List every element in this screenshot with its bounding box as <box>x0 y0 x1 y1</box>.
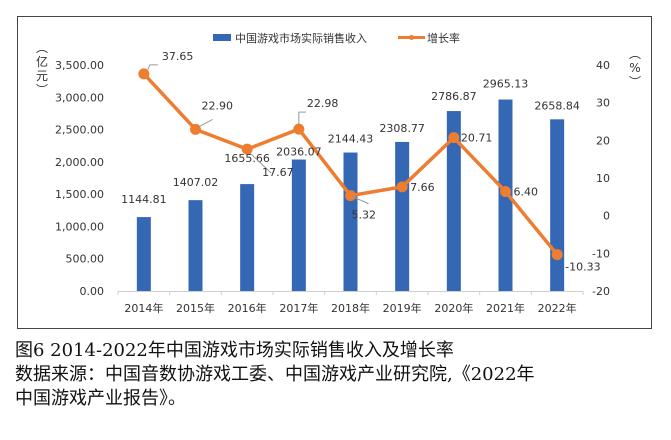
y-left-tick-label: 0.00 <box>80 285 105 298</box>
y-right-tick-label: 10 <box>596 172 610 185</box>
y-left-tick-label: 500.00 <box>66 253 105 266</box>
label-leader-line <box>249 152 272 174</box>
legend-bar-label: 中国游戏市场实际销售收入 <box>235 31 367 45</box>
figure-caption: 图6 2014-2022年中国游戏市场实际销售收入及增长率 <box>15 340 454 361</box>
bar <box>550 119 565 291</box>
growth-marker <box>345 190 356 202</box>
growth-value-label: 7.66 <box>410 181 435 194</box>
bar-value-label: 1655.66 <box>224 152 270 165</box>
y-right-axis-title: ︶ <box>629 75 641 89</box>
legend-bar-swatch <box>213 34 231 41</box>
bar-value-label: 2036.07 <box>276 146 322 159</box>
x-tick-label: 2022年 <box>538 301 577 315</box>
y-left-tick-label: 2,500.00 <box>55 124 104 137</box>
y-right-tick-label: -10 <box>592 247 610 260</box>
bar-series <box>136 99 565 291</box>
y-left-tick-label: 1,500.00 <box>55 188 104 201</box>
bar <box>395 141 410 291</box>
growth-value-label: 5.32 <box>352 209 377 222</box>
growth-marker <box>551 249 563 261</box>
x-axis: 2014年 2015年 2016年 2017年 2018年 2019年 2020年 2021年… <box>117 291 584 315</box>
growth-marker <box>190 123 201 135</box>
bar-value-label: 2308.77 <box>379 122 425 135</box>
data-source-line1: 数据来源：中国音数协游戏工委、中国游戏产业研究院,《2022年 <box>15 364 535 385</box>
x-tick-label: 2017年 <box>279 301 318 315</box>
legend-line-marker <box>409 35 414 40</box>
y-axis-left: 0.00 500.00 1,000.00 1,500.00 2,000.00 2,500.… <box>36 41 104 298</box>
y-left-tick-label: 3,500.00 <box>55 59 104 72</box>
y-right-axis-title: % <box>629 61 640 75</box>
growth-value-label: 37.65 <box>162 50 194 63</box>
legend-line-label: 增长率 <box>427 31 460 45</box>
growth-marker <box>138 68 150 80</box>
growth-marker <box>396 181 408 193</box>
label-leader-line <box>199 118 213 127</box>
line-series <box>138 68 563 261</box>
y-left-tick-label: 1,000.00 <box>55 220 104 233</box>
y-left-tick-label: 2,000.00 <box>55 156 104 169</box>
y-left-axis-title: 元 <box>36 69 48 83</box>
y-right-tick-label: 30 <box>596 97 610 110</box>
growth-marker <box>500 186 511 198</box>
y-left-tick-label: 3,000.00 <box>55 91 104 104</box>
data-labels: 1144.81 1407.02 1655.66 2036.07 2144.43 2308.… <box>121 50 601 274</box>
y-right-axis-title: ︵ <box>629 47 641 61</box>
bar-value-label: 2144.43 <box>328 133 374 146</box>
y-right-tick-label: -20 <box>592 285 610 298</box>
bar <box>446 111 461 291</box>
y-left-axis-title: 亿 <box>36 54 48 69</box>
x-tick-label: 2015年 <box>176 301 215 315</box>
bar-value-label: 1407.02 <box>173 176 219 189</box>
y-right-tick-label: 20 <box>596 134 610 147</box>
bar <box>291 159 306 291</box>
growth-marker <box>241 143 253 155</box>
y-right-tick-label: 40 <box>596 59 610 72</box>
bar <box>136 217 151 291</box>
x-tick-label: 2021年 <box>486 301 525 315</box>
x-tick-label: 2016年 <box>228 301 267 315</box>
label-leader-line <box>352 196 369 205</box>
label-leader-line <box>298 111 306 125</box>
growth-value-label: -10.33 <box>565 261 600 274</box>
growth-value-label: 22.98 <box>307 97 339 110</box>
label-leader-line <box>147 64 158 71</box>
x-tick-label: 2019年 <box>383 301 422 315</box>
bar-value-label: 1144.81 <box>121 193 167 206</box>
growth-value-label: 6.40 <box>514 186 539 199</box>
combo-chart: 中国游戏市场实际销售收入 增长率 0.00 500.00 1,000.00 1,500.… <box>17 16 652 329</box>
growth-value-label: 20.71 <box>461 132 493 145</box>
growth-marker <box>448 132 460 144</box>
growth-value-label: 22.90 <box>202 99 234 112</box>
growth-value-label: 17.67 <box>262 166 294 179</box>
x-tick-label: 2020年 <box>434 301 473 315</box>
legend: 中国游戏市场实际销售收入 增长率 <box>213 31 460 45</box>
x-tick-label: 2014年 <box>124 301 163 315</box>
x-tick-label: 2018年 <box>331 301 370 315</box>
data-source-line2: 中国游戏产业报告》。 <box>15 388 186 409</box>
y-right-tick-label: 0 <box>603 210 610 223</box>
bar <box>188 200 203 291</box>
y-axis-right: -20 -10 0 10 20 30 40 ︵%︶ <box>592 47 641 298</box>
bar-value-label: 2658.84 <box>534 99 580 112</box>
y-left-axis-title: ︶ <box>36 83 48 97</box>
growth-marker <box>293 123 305 135</box>
bar-value-label: 2965.13 <box>483 78 529 91</box>
bar <box>240 184 255 291</box>
bar <box>343 152 358 291</box>
bar-value-label: 2786.87 <box>431 90 477 103</box>
y-left-axis-title: ︵ <box>36 41 48 55</box>
